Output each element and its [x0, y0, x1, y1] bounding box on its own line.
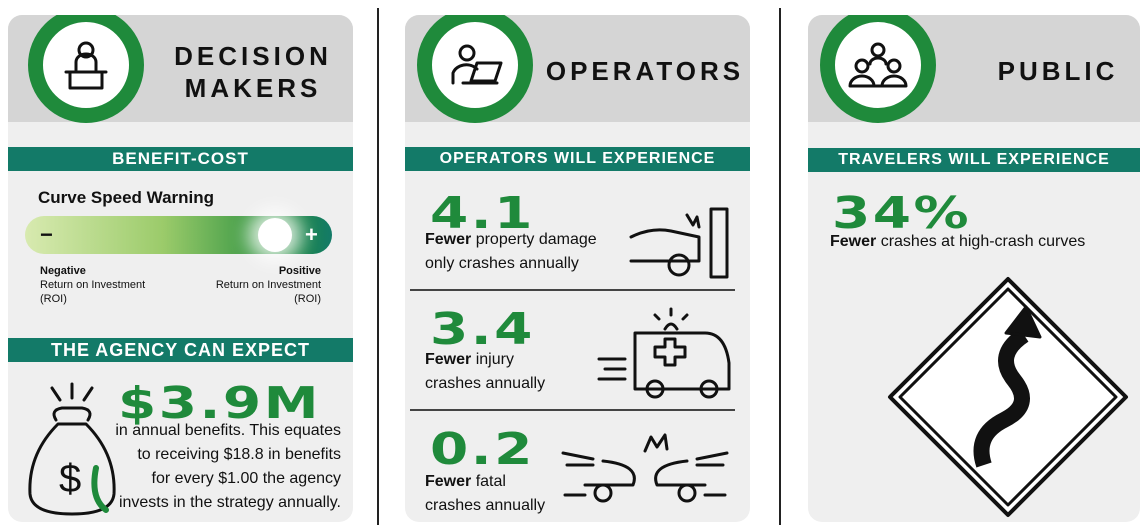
stat-text: in annual benefits. This equates	[115, 419, 341, 443]
section-title: OPERATORS WILL EXPERIENCE	[405, 147, 750, 171]
header-line: PUBLIC	[988, 55, 1128, 87]
header-line: OPERATORS	[545, 55, 745, 87]
icon-part: Fewer injury	[425, 348, 514, 372]
icon-part: DECISION MAKERS	[168, 40, 338, 104]
stat-divider	[410, 409, 735, 411]
icon-part	[711, 209, 727, 277]
icon-part: Fewer crashes at high-crash curves	[830, 230, 1085, 254]
icon-part	[655, 339, 685, 365]
divider	[377, 8, 379, 525]
icon-part	[94, 468, 106, 510]
infographic: DECISION MAKERS BENEFIT-COST Curve Speed…	[0, 0, 1144, 525]
icon-part: Fewer fatal	[425, 470, 506, 494]
section-title: BENEFIT-COST	[8, 147, 353, 171]
icon-part	[888, 60, 900, 72]
icon-part	[563, 453, 593, 495]
stat-text: crashes at high-crash curves	[881, 233, 1086, 250]
stat-bold: Fewer	[425, 473, 471, 490]
section-title: THE AGENCY CAN EXPECT	[8, 338, 353, 362]
negative-label: Negative	[40, 264, 145, 278]
icon-operator	[449, 43, 505, 93]
header-line: DECISION	[168, 40, 338, 72]
stat-bold: Fewer	[830, 233, 876, 250]
icon-part: Positive Return on Investment (ROI)	[216, 264, 321, 306]
icon-part	[656, 453, 727, 495]
icon-part	[54, 408, 90, 420]
header-line: MAKERS	[168, 72, 338, 104]
panel-public: PUBLIC TRAVELERS WILL EXPERIENCE 34% Few…	[808, 15, 1140, 522]
slider-plus: +	[305, 223, 318, 247]
icon-part: in annual benefits. This equates to rece…	[115, 419, 341, 515]
stat-text: for every $1.00 the agency	[115, 467, 341, 491]
divider	[779, 8, 781, 525]
icon-part	[599, 359, 625, 379]
stat-text: property damage	[476, 231, 597, 248]
panel-operators: OPERATORS OPERATORS WILL EXPERIENCE 4.1 …	[405, 15, 750, 522]
stat-divider	[410, 289, 735, 291]
icon-part	[460, 46, 474, 60]
stat-value: 3.4	[430, 308, 535, 352]
slider-minus: −	[40, 223, 53, 247]
icon-head-on-crash	[555, 425, 735, 505]
icon-part	[890, 279, 1126, 515]
stat-value: 0.2	[430, 428, 535, 472]
stat-text: fatal	[476, 473, 506, 490]
icon-ambulance	[595, 303, 735, 403]
icon-part	[52, 384, 92, 400]
positive-text: Return on Investment	[216, 278, 321, 292]
stat-bold: Fewer	[425, 351, 471, 368]
icon-part	[669, 255, 689, 275]
icon-part	[595, 485, 611, 501]
icon-money-bag: $	[22, 380, 122, 520]
stat-text: crashes annually	[425, 372, 545, 396]
icon-part: Negative Return on Investment (ROI)	[40, 264, 145, 306]
icon-part	[645, 435, 667, 451]
slider-knob	[258, 218, 292, 252]
icon-car-crash	[627, 205, 737, 285]
positive-label: Positive	[216, 264, 321, 278]
icon-part	[872, 44, 884, 56]
negative-text: Return on Investment	[40, 278, 145, 292]
icon-person-desk	[58, 40, 114, 96]
icon-part	[687, 215, 699, 227]
stat-bold: Fewer	[425, 231, 471, 248]
icon-part: Fewer property damage	[425, 228, 597, 252]
icon-part	[856, 60, 868, 72]
icon-part	[635, 333, 729, 389]
icon-curve-sign	[884, 275, 1134, 522]
panel-decision-makers: DECISION MAKERS BENEFIT-COST Curve Speed…	[8, 15, 353, 522]
icon-part: $	[59, 457, 81, 501]
stat-text: to receiving $18.8 in benefits	[115, 443, 341, 467]
stat-text: only crashes annually	[425, 252, 579, 276]
negative-text: (ROI)	[40, 292, 145, 306]
icon-part	[66, 72, 106, 88]
positive-text: (ROI)	[216, 292, 321, 306]
section-title: TRAVELERS WILL EXPERIENCE	[808, 148, 1140, 172]
stat-text: invests in the strategy annually.	[115, 491, 341, 515]
icon-part	[655, 309, 687, 319]
subtitle: Curve Speed Warning	[38, 186, 214, 210]
stat-text: crashes annually	[425, 494, 545, 518]
icon-part	[665, 324, 677, 329]
icon-part	[679, 485, 695, 501]
icon-group	[848, 40, 908, 96]
stat-text: injury	[476, 351, 514, 368]
icon-part	[631, 230, 699, 261]
